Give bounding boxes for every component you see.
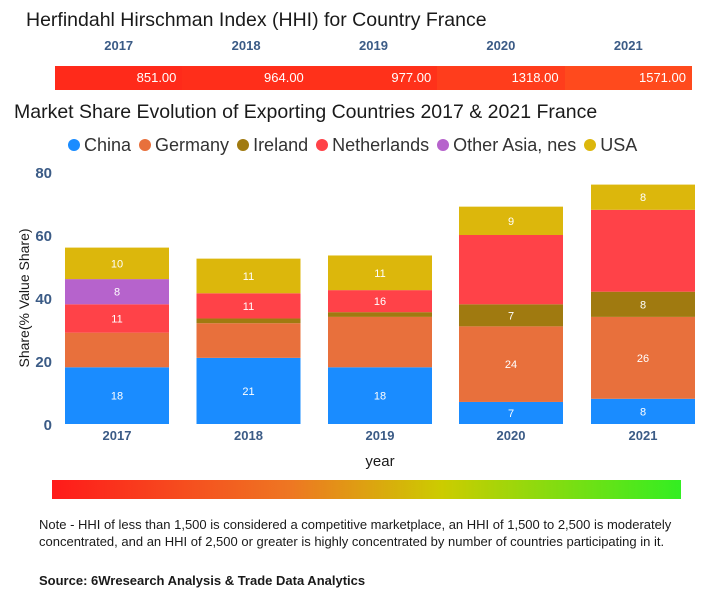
bar-2018-germany <box>196 323 301 358</box>
data-label-2017-other-asia-nes: 8 <box>114 287 120 299</box>
hhi-value-bar: 851.00 964.00 977.00 1318.00 1571.00 <box>55 66 692 90</box>
source-text: Source: 6Wresearch Analysis & Trade Data… <box>39 573 366 588</box>
data-label-2017-netherlands: 11 <box>111 313 122 325</box>
hhi-year-2019: 2019 <box>359 38 388 53</box>
stacked-bar-chart: 1811810201721111120181816112019724792020… <box>16 165 695 470</box>
bar-2021-germany <box>591 316 695 399</box>
bar-2021-usa <box>591 184 695 210</box>
x-tick-2018: 2018 <box>234 428 263 443</box>
hhi-year-2020: 2020 <box>486 38 516 53</box>
bar-2018-usa <box>196 258 301 294</box>
y-tick-40: 40 <box>35 291 52 308</box>
x-tick-2021: 2021 <box>629 428 658 443</box>
bar-2017-netherlands <box>65 304 169 333</box>
data-label-2018-china: 21 <box>242 386 254 398</box>
data-label-2020-ireland: 7 <box>508 310 514 322</box>
data-label-2017-usa: 10 <box>111 258 123 270</box>
bar-2019-germany <box>328 316 432 368</box>
hhi-cell-2019: 977.00 <box>309 66 438 90</box>
data-label-2020-china: 7 <box>508 408 514 420</box>
bar-2018-china <box>196 357 301 424</box>
legend-dot-usa <box>584 139 597 151</box>
bar-2017-china <box>65 367 169 424</box>
hhi-cell-2018: 964.00 <box>182 66 310 90</box>
hhi-cell-2020: 1318.00 <box>437 66 565 90</box>
bar-2017-germany <box>65 332 169 368</box>
bar-2020-usa <box>459 206 563 235</box>
data-label-2020-germany: 24 <box>505 359 517 371</box>
data-label-2021-ireland: 8 <box>640 299 646 311</box>
legend-item-netherlands: Netherlands <box>316 135 429 156</box>
legend-item-other-asia: Other Asia, nes <box>437 135 576 156</box>
data-label-2019-china: 18 <box>374 391 386 403</box>
x-tick-2020: 2020 <box>497 428 526 443</box>
hhi-year-2018: 2018 <box>231 38 261 53</box>
x-axis-label: year <box>365 453 394 470</box>
legend-label-other-asia: Other Asia, nes <box>453 134 577 155</box>
bar-2020-china <box>459 401 563 424</box>
bar-2020-ireland <box>459 304 563 327</box>
data-label-2019-netherlands: 16 <box>374 296 386 308</box>
legend-label-china: China <box>84 134 132 155</box>
bar-2021-netherlands <box>591 209 695 292</box>
bar-2019-usa <box>328 255 432 291</box>
bar-2021-china <box>591 398 695 424</box>
legend-dot-germany <box>139 139 152 151</box>
bar-2019-ireland <box>328 312 432 317</box>
note-text: Note - HHI of less than 1,500 is conside… <box>39 517 672 549</box>
y-tick-60: 60 <box>35 228 52 245</box>
hhi-title: Herfindahl Hirschman Index (HHI) for Cou… <box>26 9 487 31</box>
data-label-2021-germany: 26 <box>637 353 649 365</box>
x-tick-2019: 2019 <box>366 428 395 443</box>
legend-item-usa: USA <box>584 135 637 156</box>
legend-item-ireland: Ireland <box>237 135 308 156</box>
bar-2017-usa <box>65 247 169 280</box>
data-label-2020-usa: 9 <box>508 216 514 228</box>
x-tick-2017: 2017 <box>103 428 132 443</box>
data-label-2018-netherlands: 11 <box>243 301 254 313</box>
data-label-2019-usa: 11 <box>374 268 385 280</box>
data-label-2017-china: 18 <box>111 391 123 403</box>
hhi-value-2018: 964.00 <box>264 70 304 85</box>
y-tick-20: 20 <box>35 354 52 371</box>
bar-2018-ireland <box>196 318 301 324</box>
legend-label-netherlands: Netherlands <box>332 134 430 155</box>
legend-item-china: China <box>68 135 131 156</box>
legend-dot-china <box>68 139 80 151</box>
legend-dot-netherlands <box>316 139 329 151</box>
hhi-value-2021: 1571.00 <box>638 70 686 85</box>
bar-2019-netherlands <box>328 290 432 313</box>
hhi-value-2020: 1318.00 <box>511 70 559 85</box>
y-tick-80: 80 <box>35 165 52 182</box>
legend-dot-other-asia <box>437 139 450 151</box>
hhi-year-2017: 2017 <box>104 38 134 53</box>
legend-label-ireland: Ireland <box>253 134 309 155</box>
data-label-2021-usa: 8 <box>640 192 646 204</box>
y-axis-label: Share(% Value Share) <box>16 228 32 367</box>
hhi-year-2021: 2021 <box>613 38 643 53</box>
data-label-2021-china: 8 <box>640 406 646 418</box>
legend-label-usa: USA <box>600 134 638 155</box>
hhi-cell-2017: 851.00 <box>55 66 183 90</box>
data-label-2018-usa: 11 <box>243 271 254 283</box>
y-tick-0: 0 <box>44 417 52 434</box>
bar-2021-ireland <box>591 291 695 317</box>
hhi-color-scale <box>52 480 681 499</box>
legend-item-germany: Germany <box>139 135 229 156</box>
bar-2017-other-asia-nes <box>65 279 169 305</box>
hhi-cell-2021: 1571.00 <box>564 66 692 90</box>
chart-title: Market Share Evolution of Exporting Coun… <box>14 101 598 123</box>
bar-2019-china <box>328 367 432 424</box>
legend-label-germany: Germany <box>155 134 230 155</box>
bar-2018-netherlands <box>196 293 301 319</box>
hhi-year-row: 2017 2018 2019 2020 2021 <box>55 38 692 58</box>
hhi-value-2019: 977.00 <box>391 70 432 85</box>
bar-2020-netherlands <box>459 235 563 305</box>
bar-2020-germany <box>459 326 563 402</box>
chart-legend: China Germany Ireland Netherlands Other … <box>68 134 645 156</box>
legend-dot-ireland <box>237 139 250 151</box>
hhi-value-2017: 851.00 <box>136 70 177 85</box>
